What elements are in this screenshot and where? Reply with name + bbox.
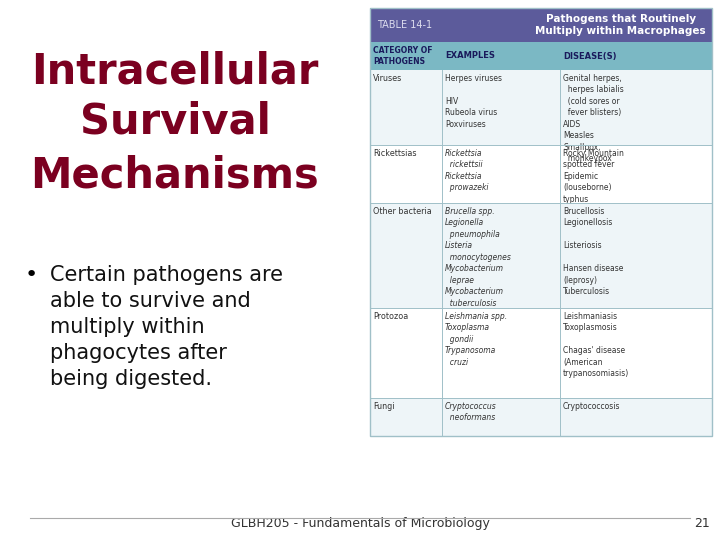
Text: 21: 21 (694, 517, 710, 530)
Text: Mechanisms: Mechanisms (31, 155, 320, 197)
Text: Rocky Mountain
spotted fever
Epidemic
(louseborne)
typhus: Rocky Mountain spotted fever Epidemic (l… (563, 149, 624, 204)
Text: Pathogens that Routinely
Multiply within Macrophages: Pathogens that Routinely Multiply within… (536, 14, 706, 36)
Text: Certain pathogens are: Certain pathogens are (50, 265, 283, 285)
FancyBboxPatch shape (370, 203, 712, 308)
FancyBboxPatch shape (370, 308, 712, 398)
Text: Leishmania spp.
Toxoplasma
  gondii
Trypanosoma
  cruzi: Leishmania spp. Toxoplasma gondii Trypan… (445, 312, 507, 367)
Text: Survival: Survival (80, 100, 271, 142)
Text: phagocytes after: phagocytes after (50, 343, 227, 363)
Text: Cryptococcus
  neoformans: Cryptococcus neoformans (445, 402, 497, 422)
Text: CATEGORY OF
PATHOGENS: CATEGORY OF PATHOGENS (373, 46, 433, 66)
Text: GLBH205 - Fundamentals of Microbiology: GLBH205 - Fundamentals of Microbiology (230, 517, 490, 530)
Text: Protozoa: Protozoa (373, 312, 408, 321)
Text: Other bacteria: Other bacteria (373, 207, 432, 216)
Text: Brucella spp.
Legionella
  pneumophila
Listeria
  monocytogenes
Mycobacterium
  : Brucella spp. Legionella pneumophila Lis… (445, 207, 511, 308)
Text: being digested.: being digested. (50, 369, 212, 389)
Text: Fungi: Fungi (373, 402, 395, 411)
Text: EXAMPLES: EXAMPLES (445, 51, 495, 60)
Text: DISEASE(S): DISEASE(S) (563, 51, 616, 60)
Text: TABLE 14-1: TABLE 14-1 (377, 20, 432, 30)
Text: Rickettsias: Rickettsias (373, 149, 416, 158)
Text: Genital herpes,
  herpes labialis
  (cold sores or
  fever blisters)
AIDS
Measle: Genital herpes, herpes labialis (cold so… (563, 74, 624, 163)
Text: multiply within: multiply within (50, 317, 204, 337)
Text: Intracellular: Intracellular (31, 50, 319, 92)
FancyBboxPatch shape (370, 42, 712, 70)
Text: •: • (25, 265, 38, 285)
Text: Brucellosis
Legionellosis

Listeriosis

Hansen disease
(leprosy)
Tuberculosis: Brucellosis Legionellosis Listeriosis Ha… (563, 207, 624, 296)
Text: Viruses: Viruses (373, 74, 402, 83)
Text: able to survive and: able to survive and (50, 291, 251, 311)
Text: Rickettsia
  rickettsii
Rickettsia
  prowazeki: Rickettsia rickettsii Rickettsia prowaze… (445, 149, 488, 192)
FancyBboxPatch shape (370, 398, 712, 436)
Text: Herpes viruses

HIV
Rubeola virus
Poxviruses: Herpes viruses HIV Rubeola virus Poxviru… (445, 74, 502, 129)
FancyBboxPatch shape (370, 145, 712, 203)
FancyBboxPatch shape (370, 8, 712, 42)
FancyBboxPatch shape (370, 70, 712, 145)
Text: Cryptococcosis: Cryptococcosis (563, 402, 621, 411)
Text: Leishmaniasis
Toxoplasmosis

Chagas' disease
(American
trypanosomiasis): Leishmaniasis Toxoplasmosis Chagas' dise… (563, 312, 629, 378)
